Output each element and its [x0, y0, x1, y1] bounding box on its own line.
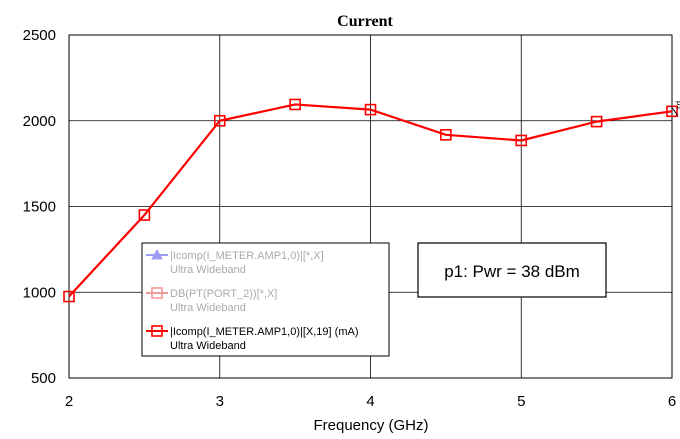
x-axis-label: Frequency (GHz): [313, 417, 428, 434]
x-tick-label: 6: [668, 393, 676, 410]
marker-annotation[interactable]: p1: Pwr = 38 dBm: [417, 242, 607, 298]
y-tick-label: 1500: [23, 199, 56, 216]
marker-tag: p1: [670, 101, 680, 117]
x-tick-label: 2: [65, 393, 73, 410]
marker-annotation-text: p1: Pwr = 38 dBm: [444, 262, 580, 281]
y-tick-label: 500: [31, 370, 56, 387]
legend-entry[interactable]: |Icomp(I_METER.AMP1,0)|[X,19] (mA) Ultra …: [146, 325, 358, 352]
data-point-marker: [63, 290, 75, 303]
data-point-marker: [515, 134, 528, 147]
data-point-marker: [138, 209, 151, 221]
marker-annotation-box: [417, 242, 607, 298]
plot-frame: [68, 34, 673, 379]
legend-box: [141, 242, 390, 357]
series-layer: [63, 98, 678, 303]
legend-label: DB(PT(PORT_2))[*,X]: [170, 288, 277, 300]
legend-sublabel: Ultra Wideband: [170, 340, 246, 352]
data-point-marker: [364, 103, 377, 116]
y-tick-label: 2000: [23, 113, 56, 130]
triangle-marker-icon: [151, 248, 163, 260]
x-tick-label: 5: [517, 393, 525, 410]
data-point-marker: [440, 129, 452, 141]
x-axis-ticks: 2 3 4 5 6: [65, 393, 676, 410]
x-tick-label: 4: [366, 393, 374, 410]
data-point-marker: [590, 115, 603, 128]
y-axis-ticks: 500 1000 1500 2000 2500: [23, 27, 56, 387]
data-point-marker: [289, 98, 301, 111]
x-tick-label: 3: [216, 393, 224, 410]
series-line: [68, 103, 673, 298]
legend-sublabel: Ultra Wideband: [170, 302, 246, 314]
marker-tag-text: p1: [675, 101, 680, 110]
y-tick-label: 2500: [23, 27, 56, 44]
square-marker-icon: [151, 325, 163, 337]
data-point-marker: [666, 105, 678, 118]
chart-title: Current: [337, 13, 393, 30]
legend-label: |Icomp(I_METER.AMP1,0)|[X,19] (mA): [170, 326, 358, 338]
legend-entry[interactable]: |Icomp(I_METER.AMP1,0)|[*,X] Ultra Wideba…: [146, 248, 324, 276]
legend-entry[interactable]: DB(PT(PORT_2))[*,X] Ultra Wideband: [146, 287, 277, 314]
legend-sublabel: Ultra Wideband: [170, 264, 246, 276]
square-marker-icon: [151, 287, 163, 299]
y-tick-label: 1000: [23, 284, 56, 301]
data-point-marker: [213, 114, 226, 127]
legend-label: |Icomp(I_METER.AMP1,0)|[*,X]: [170, 250, 324, 262]
legend[interactable]: |Icomp(I_METER.AMP1,0)|[*,X] Ultra Wideba…: [141, 242, 390, 357]
